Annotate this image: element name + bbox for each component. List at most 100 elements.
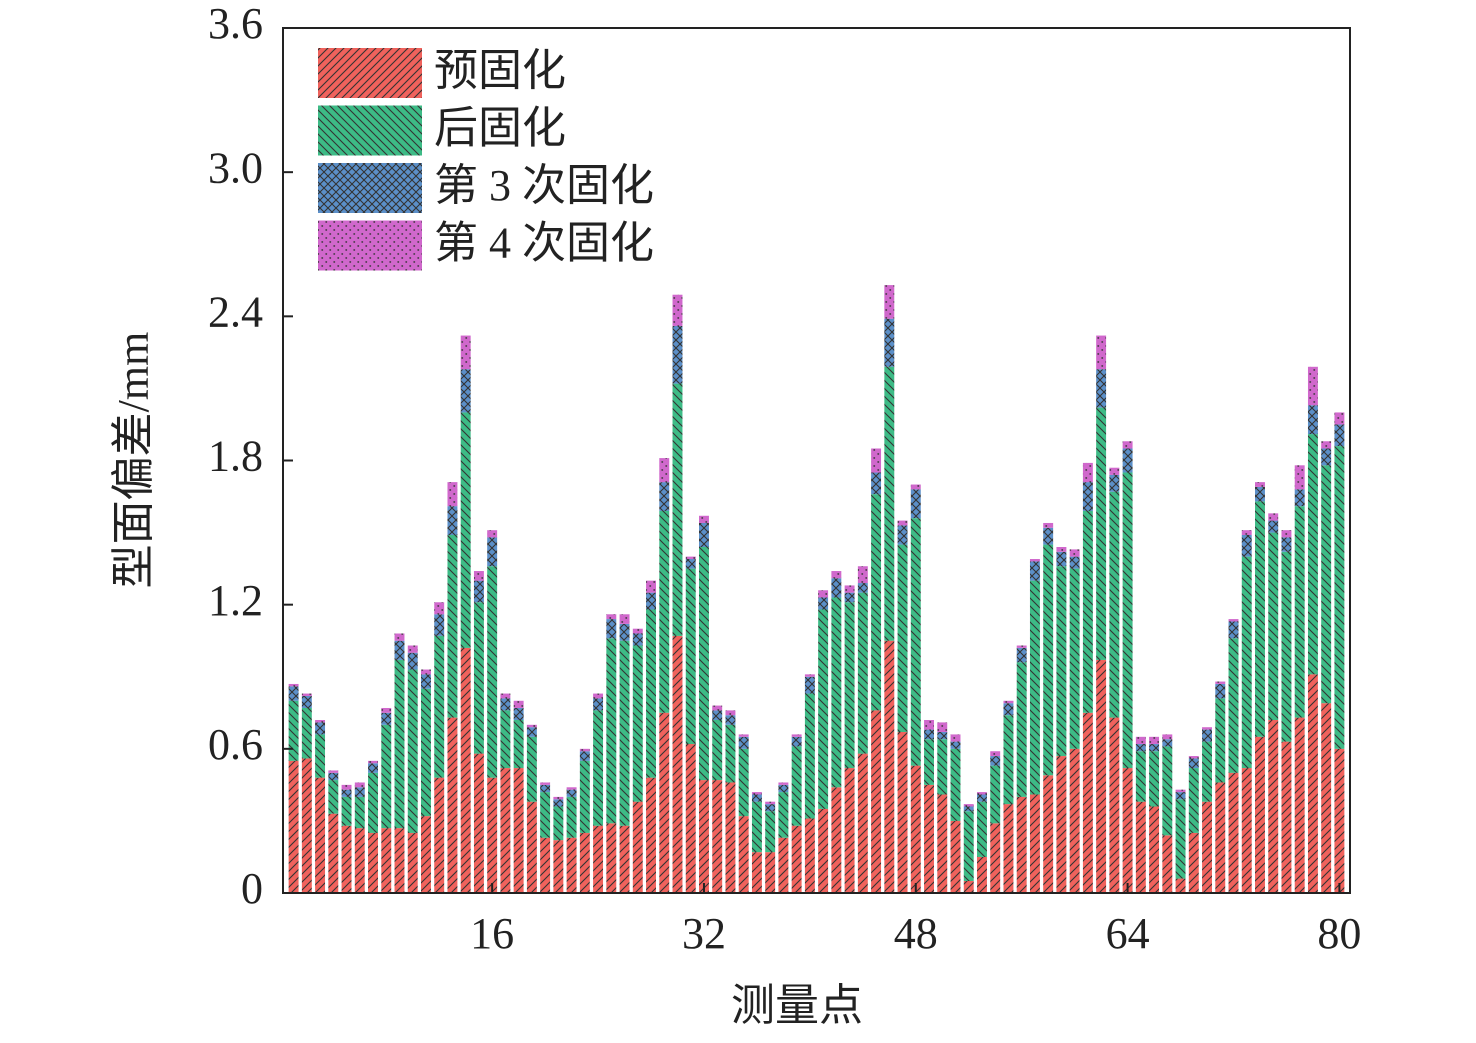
y-tick-label: 3.6: [208, 0, 263, 48]
bar-segment: [659, 458, 670, 483]
bar-segment: [1255, 482, 1265, 487]
bar-segment: [1334, 446, 1345, 749]
bar-segment: [1321, 465, 1332, 704]
bar-segment: [831, 597, 842, 788]
bar-segment: [778, 837, 789, 893]
bar-segment: [844, 768, 855, 893]
bar-segment: [1202, 727, 1212, 730]
bar-segment: [791, 825, 802, 893]
bar-segment: [1281, 530, 1292, 538]
bar-segment: [897, 544, 908, 733]
bar-segment: [804, 693, 815, 819]
bar-segment: [738, 816, 749, 893]
bar-segment: [646, 777, 656, 893]
bar-segment: [950, 820, 961, 893]
bar-segment: [1162, 734, 1173, 740]
bar-segment: [990, 765, 1001, 824]
bar-segment: [897, 520, 908, 526]
bar-segment: [606, 823, 617, 893]
bar-segment: [1188, 756, 1199, 759]
bar-segment: [487, 566, 498, 778]
bar-segment: [990, 751, 1001, 757]
bar-segment: [394, 659, 405, 829]
bar-segment: [368, 763, 378, 773]
bar-segment: [1228, 619, 1239, 622]
bar-segment: [818, 597, 829, 610]
bar-segment: [593, 698, 604, 711]
bar-segment: [288, 760, 299, 893]
bar-segment: [924, 729, 934, 740]
bar-segment: [381, 712, 392, 725]
bar-segment: [447, 717, 458, 893]
bar-segment: [1294, 717, 1305, 893]
bar-segment: [407, 832, 418, 893]
bar-segment: [1149, 806, 1160, 893]
bar-segment: [990, 756, 1001, 766]
bar-segment: [685, 568, 696, 745]
bar-segment: [540, 784, 551, 793]
bar-segment: [831, 578, 842, 598]
bar-segment: [381, 724, 392, 829]
bar-segment: [513, 768, 524, 893]
bar-segment: [487, 537, 498, 567]
y-tick-label: 2.4: [208, 287, 263, 336]
bar-segment: [1162, 835, 1173, 893]
bar-segment: [950, 741, 961, 749]
bar-segment: [884, 318, 895, 367]
y-tick-label: 0: [241, 864, 263, 913]
bar-segment: [725, 724, 736, 783]
bar-segment: [672, 635, 683, 893]
bar-segment: [791, 734, 802, 737]
bar-segment: [526, 736, 537, 802]
bar-segment: [394, 633, 405, 641]
bar-segment: [315, 734, 326, 778]
bar-segment: [751, 794, 762, 802]
bar-segment: [963, 880, 974, 893]
bar-segment: [977, 792, 987, 795]
bar-segment: [1334, 748, 1345, 893]
bar-segment: [646, 580, 656, 593]
bar-segment: [831, 571, 842, 579]
bar-segment: [500, 768, 511, 893]
bar-segment: [804, 818, 815, 893]
bar-segment: [301, 695, 312, 708]
bar-segment: [751, 792, 762, 795]
bar-segment: [1307, 434, 1318, 675]
bar-segment: [1016, 645, 1027, 648]
bar-segment: [328, 772, 339, 781]
bar-segment: [1215, 681, 1226, 684]
bar-segment: [844, 602, 855, 769]
bar-segment: [553, 796, 564, 800]
bar-segment: [421, 674, 431, 689]
x-tick-label: 48: [894, 909, 938, 958]
bar-segment: [526, 801, 537, 893]
legend-swatch: [318, 105, 422, 156]
bar-segment: [1109, 474, 1120, 492]
bar-segment: [341, 796, 352, 826]
bar-segment: [659, 510, 670, 713]
bar-segment: [1321, 448, 1332, 466]
bar-segment: [672, 294, 683, 326]
bar-segment: [977, 801, 987, 857]
bar-segment: [1175, 799, 1186, 879]
bar-segment: [566, 837, 577, 893]
bar-segment: [1149, 736, 1160, 745]
bar-segment: [685, 744, 696, 893]
bar-segment: [857, 583, 868, 593]
bar-segment: [619, 640, 630, 826]
bar-segment: [1307, 405, 1318, 435]
bar-segment: [924, 784, 934, 893]
bar-segment: [341, 789, 352, 797]
bar-segment: [434, 614, 445, 636]
bar-segment: [778, 792, 789, 838]
bar-segment: [407, 652, 418, 670]
bar-segment: [765, 811, 776, 853]
bar-segment: [844, 592, 855, 603]
bar-segment: [460, 412, 471, 648]
bar-segment: [381, 707, 392, 713]
bar-segment: [1003, 715, 1014, 805]
bar-segment: [593, 825, 604, 893]
bar-segment: [473, 602, 484, 754]
bar-segment: [1334, 424, 1345, 447]
bar-segment: [473, 753, 484, 893]
